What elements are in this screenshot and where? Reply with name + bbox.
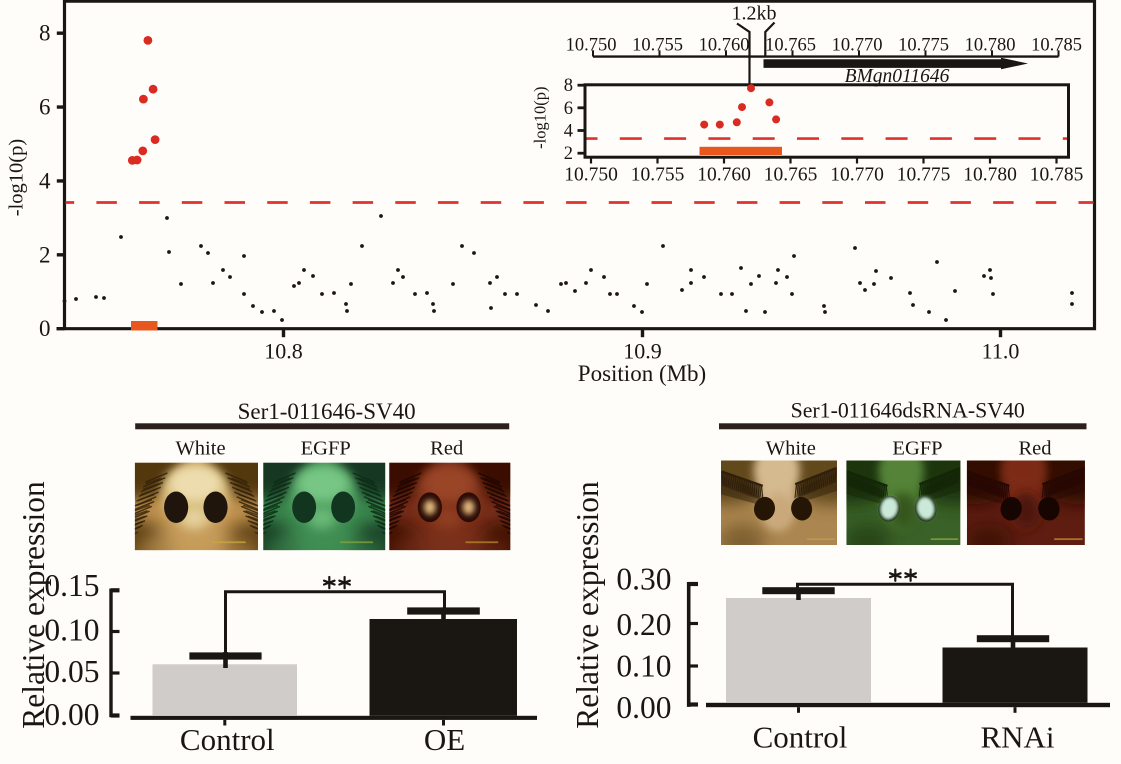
svg-text:EGFP: EGFP <box>892 438 942 460</box>
svg-text:0.10: 0.10 <box>44 613 99 648</box>
svg-text:10.770: 10.770 <box>830 165 884 186</box>
svg-text:Position (Mb): Position (Mb) <box>578 361 706 386</box>
svg-text:8: 8 <box>564 76 573 96</box>
svg-text:0.05: 0.05 <box>44 654 99 689</box>
svg-text:White: White <box>175 438 225 460</box>
svg-text:Red: Red <box>1018 438 1051 460</box>
svg-text:Control: Control <box>180 722 275 757</box>
svg-text:-log10(p): -log10(p) <box>531 87 550 149</box>
svg-text:2: 2 <box>564 144 573 164</box>
svg-text:Red: Red <box>430 438 463 460</box>
svg-text:0.00: 0.00 <box>616 690 671 725</box>
svg-text:8: 8 <box>39 21 51 46</box>
svg-text:2: 2 <box>39 242 51 267</box>
svg-text:OE: OE <box>424 722 465 757</box>
svg-text:Control: Control <box>753 720 848 755</box>
svg-text:10.8: 10.8 <box>264 339 303 364</box>
svg-text:10.785: 10.785 <box>1030 165 1084 186</box>
svg-text:0.20: 0.20 <box>616 607 671 642</box>
svg-text:10.780: 10.780 <box>965 36 1016 56</box>
svg-text:6: 6 <box>564 99 573 119</box>
svg-text:EGFP: EGFP <box>301 438 351 460</box>
svg-text:4: 4 <box>39 168 51 193</box>
svg-text:11.0: 11.0 <box>982 339 1020 364</box>
svg-text:0: 0 <box>39 316 51 341</box>
svg-text:10.755: 10.755 <box>632 36 683 56</box>
svg-text:Relative expression: Relative expression <box>570 481 605 729</box>
svg-text:White: White <box>766 438 816 460</box>
svg-text:6: 6 <box>39 95 51 120</box>
svg-text:10.785: 10.785 <box>1031 36 1082 56</box>
svg-text:10.9: 10.9 <box>623 339 662 364</box>
svg-text:Ser1-011646dsRNA-SV40: Ser1-011646dsRNA-SV40 <box>791 398 1025 422</box>
svg-text:0.10: 0.10 <box>616 649 671 684</box>
svg-text:BMgn011646: BMgn011646 <box>845 66 950 87</box>
svg-text:0.15: 0.15 <box>44 568 99 603</box>
svg-text:10.755: 10.755 <box>631 165 685 186</box>
svg-text:10.765: 10.765 <box>765 36 816 56</box>
svg-text:10.780: 10.780 <box>963 165 1017 186</box>
svg-text:10.760: 10.760 <box>699 36 750 56</box>
svg-text:4: 4 <box>564 122 573 142</box>
svg-text:0.00: 0.00 <box>44 697 99 732</box>
svg-text:0.30: 0.30 <box>616 562 671 597</box>
svg-text:RNAi: RNAi <box>980 720 1054 755</box>
svg-text:10.775: 10.775 <box>897 165 951 186</box>
svg-text:10.750: 10.750 <box>566 36 617 56</box>
svg-text:10.750: 10.750 <box>564 165 618 186</box>
svg-text:10.775: 10.775 <box>898 36 949 56</box>
svg-text:Ser1-011646-SV40: Ser1-011646-SV40 <box>238 399 416 424</box>
svg-text:1.2kb: 1.2kb <box>732 3 777 25</box>
svg-text:10.760: 10.760 <box>697 165 751 186</box>
svg-text:-log10(p): -log10(p) <box>6 139 28 216</box>
svg-text:10.770: 10.770 <box>832 36 883 56</box>
svg-text:10.765: 10.765 <box>764 165 818 186</box>
svg-text:Relative expression: Relative expression <box>16 481 51 729</box>
